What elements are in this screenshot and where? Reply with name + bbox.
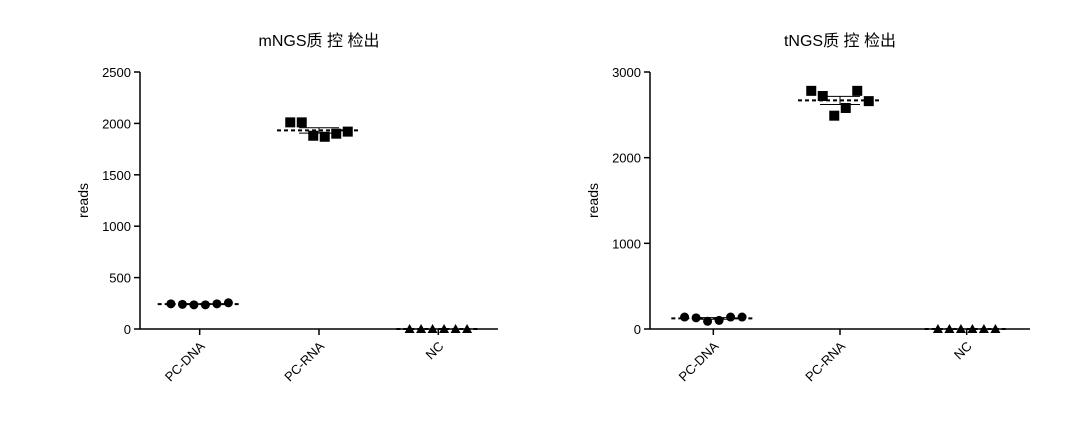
point [331,128,342,139]
chart-title: tNGS质 控 检出 [784,32,896,50]
point [726,312,736,322]
point [840,102,851,113]
point [342,126,353,137]
point [932,324,943,333]
point [817,90,828,101]
point [955,324,966,333]
point [967,324,978,333]
point [703,316,713,326]
y-axis-label: reads [585,183,601,218]
point [852,85,863,96]
point [285,117,296,128]
chart-title: mNGS质 控 检出 [259,32,380,50]
point [212,299,222,309]
y-tick-label: 0 [634,322,641,337]
x-tick-label: PC-DNA [162,338,208,384]
y-tick-label: 0 [124,322,131,337]
point [404,324,415,333]
x-tick-label: PC-DNA [676,338,722,384]
point [863,96,874,107]
point [427,324,438,333]
point [296,117,307,128]
y-tick-label: 1500 [102,168,131,183]
point [944,324,955,333]
y-tick-label: 2000 [102,116,131,131]
x-tick-label: NC [423,339,447,363]
point [714,315,724,325]
y-tick-label: 2500 [102,65,131,80]
point [308,130,319,141]
point [439,324,450,333]
point [990,324,1001,333]
point [462,324,473,333]
point [319,131,330,142]
point [737,312,747,322]
y-tick-label: 500 [109,271,131,286]
point [806,85,817,96]
point [978,324,989,333]
y-tick-label: 2000 [612,151,641,166]
y-tick-label: 1000 [102,219,131,234]
y-tick-label: 3000 [612,65,641,80]
point [680,312,690,322]
x-tick-label: PC-RNA [281,338,327,384]
point [829,110,840,121]
point [450,324,461,333]
x-tick-label: NC [951,339,975,363]
point [189,300,199,310]
point [166,299,176,309]
y-axis-label: reads [75,183,91,218]
point [200,300,210,310]
point [691,313,701,323]
y-tick-label: 1000 [612,236,641,251]
point [177,299,187,309]
x-tick-label: PC-RNA [802,338,848,384]
point [416,324,427,333]
point [223,298,233,308]
